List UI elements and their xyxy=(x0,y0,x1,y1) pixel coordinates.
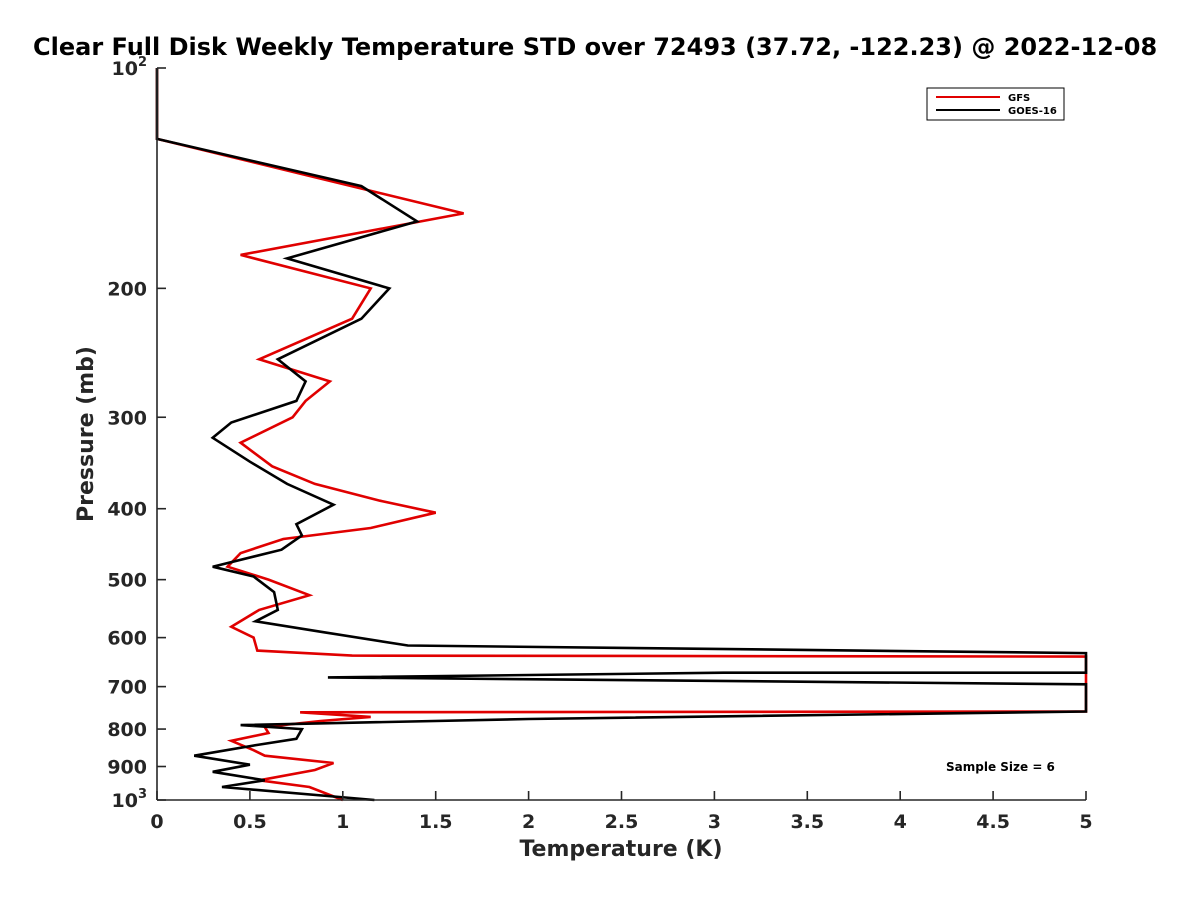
y-tick-label: 500 xyxy=(107,570,147,592)
y-axis-label: Pressure (mb) xyxy=(74,346,99,522)
sample-size-annotation: Sample Size = 6 xyxy=(946,760,1055,774)
series-layer xyxy=(155,68,1088,802)
chart-title: Clear Full Disk Weekly Temperature STD o… xyxy=(33,33,1157,61)
legend-box xyxy=(926,87,1065,121)
x-tick-label: 1.5 xyxy=(419,811,453,833)
x-tick-label: 3.5 xyxy=(790,811,824,833)
y-tick-label: 400 xyxy=(107,499,147,521)
x-tick-label: 2.5 xyxy=(605,811,639,833)
plot-area xyxy=(157,68,1086,800)
x-tick-label: 4.5 xyxy=(976,811,1010,833)
x-axis-label: Temperature (K) xyxy=(519,837,722,862)
legend: GFS GOES-16 xyxy=(926,87,1065,121)
x-tick-label: 4 xyxy=(894,811,907,833)
x-tick-label: 2 xyxy=(522,811,535,833)
legend-label-gfs: GFS xyxy=(1008,93,1030,104)
y-tick-label: 300 xyxy=(107,407,147,429)
y-tick-label: 102 xyxy=(112,55,148,80)
y-tick-label: 700 xyxy=(107,677,147,699)
y-tick-label: 800 xyxy=(107,719,147,741)
plot-background xyxy=(157,68,1086,800)
legend-label-goes16: GOES-16 xyxy=(1008,106,1057,117)
x-tick-label: 0 xyxy=(150,811,163,833)
y-tick-label: 600 xyxy=(107,628,147,650)
y-ticks: 102 200 300 400 500 600 700 800 900 103 xyxy=(107,55,166,812)
y-tick-label: 200 xyxy=(107,278,147,300)
x-tick-label: 0.5 xyxy=(233,811,267,833)
y-tick-label: 900 xyxy=(107,757,147,779)
x-ticks: 0 0.5 1 1.5 2 2.5 3 3.5 4 4.5 5 xyxy=(150,791,1093,833)
x-tick-label: 1 xyxy=(336,811,349,833)
x-tick-label: 5 xyxy=(1079,811,1092,833)
y-tick-label: 103 xyxy=(112,787,148,812)
series-line-gfs xyxy=(155,68,1088,802)
series-line-goes16 xyxy=(155,68,1088,802)
x-tick-label: 3 xyxy=(708,811,721,833)
